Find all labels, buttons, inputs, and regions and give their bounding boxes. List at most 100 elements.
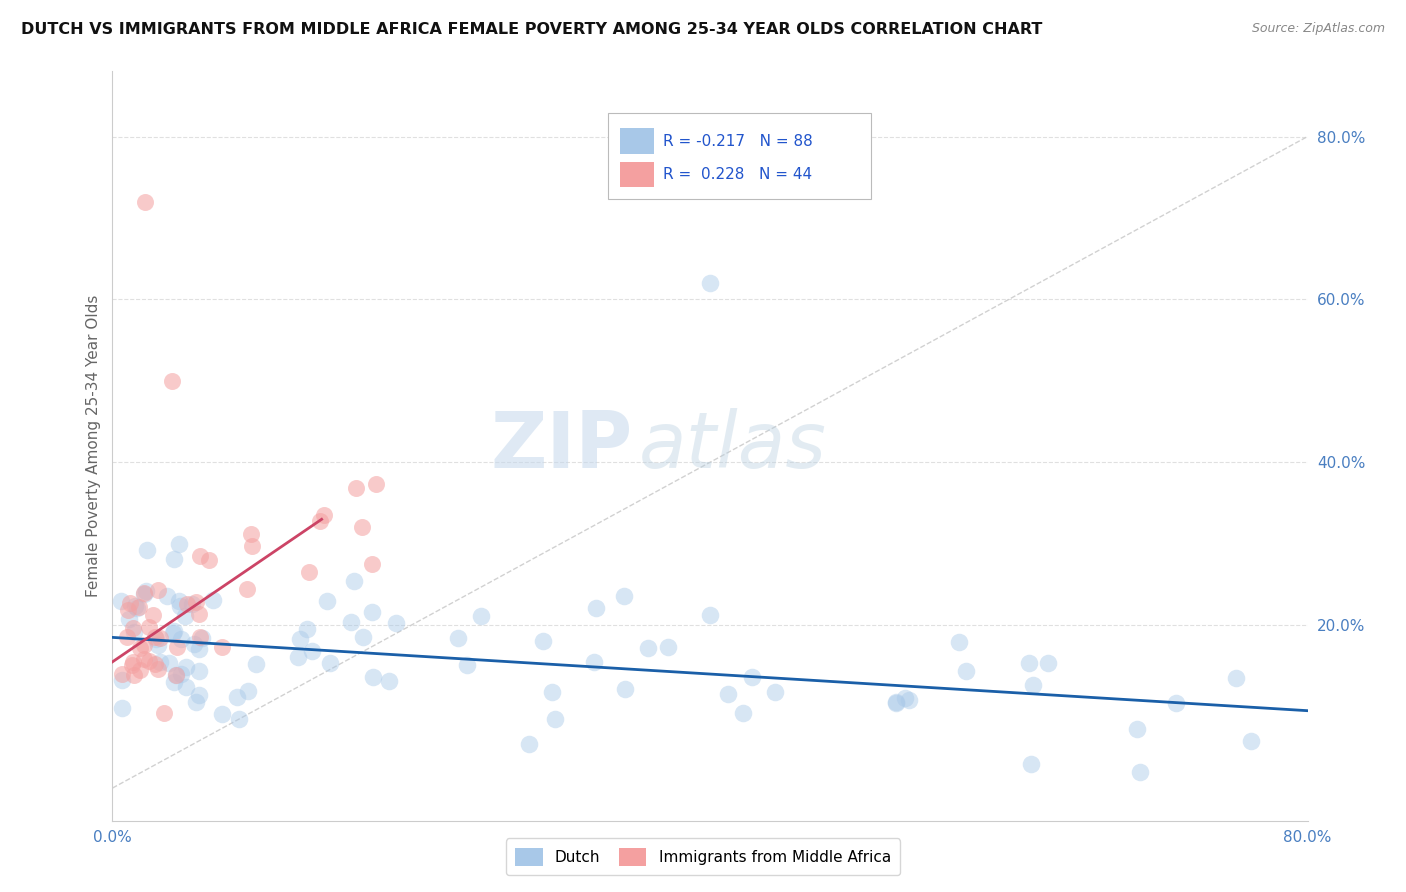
Point — [614, 681, 637, 696]
Point — [339, 615, 361, 629]
Point — [122, 655, 145, 669]
Point — [583, 655, 606, 669]
Point — [122, 667, 145, 681]
Point — [165, 667, 187, 681]
Point — [188, 664, 211, 678]
Point — [344, 481, 367, 495]
Point — [352, 630, 374, 644]
Point — [174, 660, 197, 674]
Point — [134, 638, 156, 652]
Point — [176, 597, 198, 611]
Point — [180, 597, 202, 611]
Point — [155, 589, 177, 603]
Point — [122, 621, 145, 635]
Point — [170, 632, 193, 647]
Point — [134, 586, 156, 600]
Point — [1018, 656, 1040, 670]
Point — [894, 691, 917, 706]
Point — [517, 737, 540, 751]
Point — [236, 684, 259, 698]
Point — [637, 640, 659, 655]
Point — [111, 673, 134, 687]
Point — [585, 601, 607, 615]
Point — [287, 650, 309, 665]
Point — [169, 599, 191, 613]
Point — [162, 675, 184, 690]
Point — [186, 695, 208, 709]
Point — [314, 508, 336, 523]
Point — [111, 666, 134, 681]
Point — [898, 693, 921, 707]
Point — [188, 641, 211, 656]
Point — [135, 584, 157, 599]
Y-axis label: Female Poverty Among 25-34 Year Olds: Female Poverty Among 25-34 Year Olds — [86, 295, 101, 597]
Point — [128, 663, 150, 677]
Point — [315, 594, 337, 608]
Point — [146, 662, 169, 676]
Point — [162, 374, 183, 388]
FancyBboxPatch shape — [620, 128, 654, 153]
Point — [124, 599, 146, 614]
Point — [197, 553, 219, 567]
Point — [364, 476, 387, 491]
Point — [143, 657, 166, 672]
Point — [121, 657, 143, 672]
Point — [301, 644, 323, 658]
Point — [142, 607, 165, 622]
Point — [111, 701, 134, 715]
Point — [717, 687, 740, 701]
Point — [699, 608, 721, 623]
Point — [188, 549, 211, 563]
Point — [360, 605, 382, 619]
Point — [245, 657, 267, 672]
Point — [183, 637, 205, 651]
Point — [174, 608, 197, 623]
Point — [170, 667, 193, 681]
Point — [186, 595, 208, 609]
Point — [138, 620, 160, 634]
Point — [187, 607, 209, 622]
Point — [149, 631, 172, 645]
Point — [166, 640, 188, 655]
Point — [117, 603, 139, 617]
Point — [188, 630, 211, 644]
Point — [169, 593, 191, 607]
Point — [134, 587, 156, 601]
Point — [350, 519, 373, 533]
Point — [153, 706, 176, 720]
Point — [145, 632, 167, 646]
Point — [190, 631, 212, 645]
Point — [165, 668, 187, 682]
Point — [612, 589, 634, 603]
Point — [361, 670, 384, 684]
Point — [138, 654, 160, 668]
Text: R = -0.217   N = 88: R = -0.217 N = 88 — [664, 134, 813, 149]
Point — [948, 635, 970, 649]
Point — [228, 712, 250, 726]
Point — [531, 634, 554, 648]
Point — [308, 514, 330, 528]
Point — [236, 582, 259, 596]
Point — [543, 712, 565, 726]
Text: DUTCH VS IMMIGRANTS FROM MIDDLE AFRICA FEMALE POVERTY AMONG 25-34 YEAR OLDS CORR: DUTCH VS IMMIGRANTS FROM MIDDLE AFRICA F… — [21, 22, 1042, 37]
Point — [955, 664, 977, 678]
Point — [1225, 671, 1247, 685]
Text: atlas: atlas — [638, 408, 827, 484]
Point — [378, 673, 401, 688]
Point — [125, 601, 148, 615]
Point — [318, 656, 340, 670]
Point — [657, 640, 679, 654]
Point — [1022, 678, 1045, 692]
Point — [176, 680, 198, 694]
Point — [1019, 756, 1042, 771]
Point — [385, 616, 408, 631]
Point — [1240, 734, 1263, 748]
Point — [148, 638, 170, 652]
Point — [110, 594, 132, 608]
Point — [148, 583, 170, 598]
Point — [157, 657, 180, 671]
Point — [143, 631, 166, 645]
Point — [163, 624, 186, 639]
Point — [884, 696, 907, 710]
Point — [763, 684, 786, 698]
